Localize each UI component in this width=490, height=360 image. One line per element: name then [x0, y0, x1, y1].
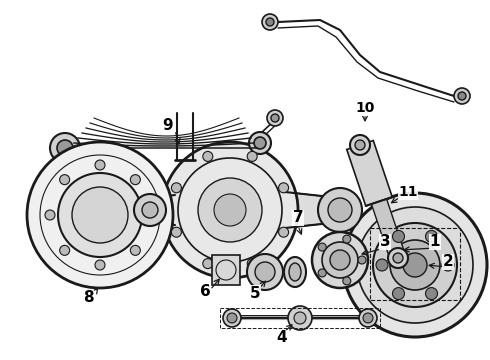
Polygon shape [285, 192, 340, 228]
Circle shape [373, 223, 457, 307]
Circle shape [403, 253, 427, 277]
Circle shape [318, 269, 326, 277]
Circle shape [294, 312, 306, 324]
Circle shape [343, 193, 487, 337]
Circle shape [262, 14, 278, 30]
Text: 7: 7 [293, 211, 303, 225]
Text: 5: 5 [250, 285, 260, 301]
Circle shape [328, 198, 352, 222]
Circle shape [162, 142, 298, 278]
Circle shape [318, 188, 362, 232]
Circle shape [376, 259, 388, 271]
Circle shape [358, 256, 366, 264]
Circle shape [247, 152, 257, 161]
Circle shape [266, 18, 274, 26]
Circle shape [359, 309, 377, 327]
Circle shape [27, 142, 173, 288]
Circle shape [249, 132, 271, 154]
Circle shape [442, 259, 454, 271]
Circle shape [95, 160, 105, 170]
Circle shape [72, 187, 128, 243]
Circle shape [312, 232, 368, 288]
Text: 2: 2 [442, 255, 453, 270]
Circle shape [130, 175, 140, 185]
Circle shape [343, 277, 351, 285]
Circle shape [45, 210, 55, 220]
Circle shape [425, 230, 438, 242]
Circle shape [425, 288, 438, 300]
Text: 11: 11 [398, 185, 418, 199]
Circle shape [145, 210, 155, 220]
Circle shape [227, 313, 237, 323]
Circle shape [60, 175, 70, 185]
Circle shape [458, 92, 466, 100]
Text: 6: 6 [199, 284, 210, 300]
Text: 8: 8 [83, 291, 93, 306]
Polygon shape [150, 195, 175, 225]
Circle shape [172, 183, 181, 193]
Circle shape [134, 194, 166, 226]
Circle shape [50, 133, 80, 163]
Circle shape [57, 140, 73, 156]
Text: 1: 1 [430, 234, 440, 249]
Circle shape [60, 246, 70, 255]
Circle shape [214, 194, 246, 226]
Circle shape [172, 227, 181, 237]
Circle shape [130, 246, 140, 255]
Circle shape [393, 253, 403, 263]
Circle shape [198, 178, 262, 242]
Circle shape [330, 250, 350, 270]
Polygon shape [347, 140, 392, 206]
Circle shape [247, 258, 257, 269]
Circle shape [318, 243, 326, 251]
Circle shape [142, 202, 158, 218]
Text: 9: 9 [163, 117, 173, 132]
Circle shape [95, 260, 105, 270]
Text: 4: 4 [277, 330, 287, 346]
Polygon shape [371, 199, 406, 261]
Circle shape [271, 114, 279, 122]
Text: 3: 3 [380, 234, 391, 249]
Circle shape [390, 240, 440, 290]
Circle shape [279, 227, 289, 237]
Circle shape [392, 230, 405, 242]
Circle shape [357, 207, 473, 323]
Text: 10: 10 [355, 101, 375, 115]
Circle shape [223, 309, 241, 327]
Ellipse shape [284, 257, 306, 287]
Circle shape [355, 140, 365, 150]
Circle shape [203, 152, 213, 161]
Circle shape [343, 235, 351, 243]
Circle shape [279, 183, 289, 193]
Circle shape [388, 248, 408, 268]
Circle shape [247, 254, 283, 290]
Circle shape [363, 313, 373, 323]
Circle shape [254, 137, 266, 149]
Ellipse shape [289, 263, 301, 281]
Circle shape [203, 258, 213, 269]
Circle shape [288, 306, 312, 330]
FancyBboxPatch shape [212, 255, 240, 285]
Circle shape [267, 110, 283, 126]
Circle shape [255, 262, 275, 282]
Circle shape [350, 135, 370, 155]
Circle shape [454, 88, 470, 104]
Circle shape [58, 173, 142, 257]
Circle shape [322, 242, 358, 278]
Circle shape [392, 288, 405, 300]
